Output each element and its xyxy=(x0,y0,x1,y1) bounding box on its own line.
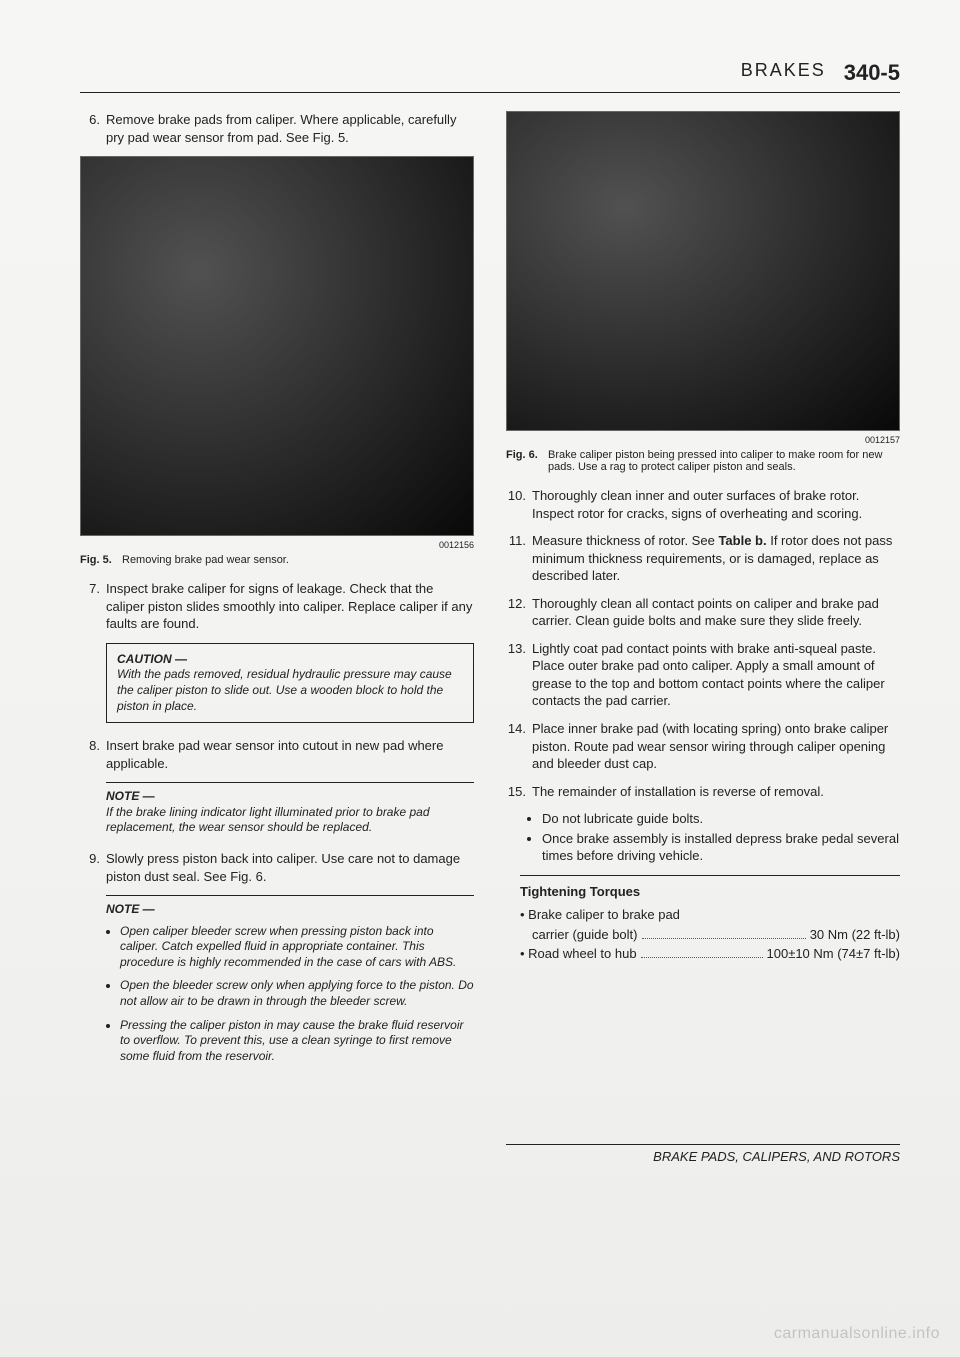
torque-item: • Road wheel to hub 100±10 Nm (74±7 ft-l… xyxy=(520,944,900,964)
caution-text: With the pads removed, residual hydrauli… xyxy=(117,667,452,712)
step-text: The remainder of installation is reverse… xyxy=(532,783,900,801)
figure-number: Fig. 6. xyxy=(506,449,548,473)
figure-5-caption: Fig. 5. Removing brake pad wear sensor. xyxy=(80,554,474,566)
caution-label: CAUTION — xyxy=(117,652,187,666)
note-list: Open caliper bleeder screw when pressing… xyxy=(106,924,474,1065)
page-header: BRAKES 340-5 xyxy=(80,60,900,93)
note-label: NOTE — xyxy=(106,902,155,916)
step-text: Insert brake pad wear sensor into cutout… xyxy=(106,737,474,772)
figure-6-photo xyxy=(506,111,900,431)
step-13: 13. Lightly coat pad contact points with… xyxy=(506,640,900,710)
figure-text: Brake caliper piston being pressed into … xyxy=(548,449,900,473)
step-number: 10. xyxy=(506,487,532,522)
figure-6-caption: Fig. 6. Brake caliper piston being press… xyxy=(506,449,900,473)
manual-page: BRAKES 340-5 6. Remove brake pads from c… xyxy=(0,0,960,1357)
step-15: 15. The remainder of installation is rev… xyxy=(506,783,900,801)
step-number: 12. xyxy=(506,595,532,630)
note-item: Pressing the caliper piston in may cause… xyxy=(120,1018,474,1065)
step-number: 15. xyxy=(506,783,532,801)
photo-id: 0012157 xyxy=(506,435,900,445)
step-12: 12. Thoroughly clean all contact points … xyxy=(506,595,900,630)
step-7: 7. Inspect brake caliper for signs of le… xyxy=(80,580,474,633)
step-text: Place inner brake pad (with locating spr… xyxy=(532,720,900,773)
watermark: carmanualsonline.info xyxy=(774,1325,940,1343)
step-6: 6. Remove brake pads from caliper. Where… xyxy=(80,111,474,146)
note-block-1: NOTE — If the brake lining indicator lig… xyxy=(106,782,474,836)
figure-5-photo xyxy=(80,156,474,536)
step-8: 8. Insert brake pad wear sensor into cut… xyxy=(80,737,474,772)
step-10: 10. Thoroughly clean inner and outer sur… xyxy=(506,487,900,522)
step-9: 9. Slowly press piston back into caliper… xyxy=(80,850,474,885)
step-number: 13. xyxy=(506,640,532,710)
dot-leader xyxy=(641,957,763,958)
torque-title: Tightening Torques xyxy=(520,882,900,902)
tightening-torques: Tightening Torques • Brake caliper to br… xyxy=(520,875,900,964)
photo-id: 0012156 xyxy=(80,540,474,550)
note-label: NOTE — xyxy=(106,789,155,803)
step-number: 8. xyxy=(80,737,106,772)
torque-value: 100±10 Nm (74±7 ft-lb) xyxy=(767,944,901,964)
section-footer: BRAKE PADS, CALIPERS, AND ROTORS xyxy=(506,1144,900,1164)
step-number: 14. xyxy=(506,720,532,773)
note-item: Open caliper bleeder screw when pressing… xyxy=(120,924,474,971)
header-page-code: 340-5 xyxy=(844,60,900,86)
bullet-item: Once brake assembly is installed depress… xyxy=(542,830,900,865)
torque-value: 30 Nm (22 ft-lb) xyxy=(810,925,900,945)
figure-number: Fig. 5. xyxy=(80,554,122,566)
two-column-layout: 6. Remove brake pads from caliper. Where… xyxy=(80,111,900,1164)
left-column: 6. Remove brake pads from caliper. Where… xyxy=(80,111,474,1164)
step-14: 14. Place inner brake pad (with locating… xyxy=(506,720,900,773)
torque-item: • Brake caliper to brake pad carrier (gu… xyxy=(520,905,900,944)
step-number: 6. xyxy=(80,111,106,146)
step-text: Measure thickness of rotor. See Table b.… xyxy=(532,532,900,585)
bullet-item: Do not lubricate guide bolts. xyxy=(542,810,900,828)
step-text: Slowly press piston back into caliper. U… xyxy=(106,850,474,885)
install-bullets: Do not lubricate guide bolts. Once brake… xyxy=(542,810,900,865)
table-ref: Table b. xyxy=(718,533,766,548)
right-column: 0012157 Fig. 6. Brake caliper piston bei… xyxy=(506,111,900,1164)
step-number: 9. xyxy=(80,850,106,885)
header-section: BRAKES xyxy=(741,60,826,86)
caution-box: CAUTION — With the pads removed, residua… xyxy=(106,643,474,723)
step-text: Inspect brake caliper for signs of leaka… xyxy=(106,580,474,633)
step-number: 11. xyxy=(506,532,532,585)
torque-line: carrier (guide bolt) 30 Nm (22 ft-lb) xyxy=(520,925,900,945)
step-text: Thoroughly clean inner and outer surface… xyxy=(532,487,900,522)
figure-text: Removing brake pad wear sensor. xyxy=(122,554,474,566)
step-11: 11. Measure thickness of rotor. See Tabl… xyxy=(506,532,900,585)
torque-label-line1: • Brake caliper to brake pad xyxy=(520,905,900,925)
dot-leader xyxy=(642,938,806,939)
note-text: If the brake lining indicator light illu… xyxy=(106,805,430,835)
note-item: Open the bleeder screw only when applyin… xyxy=(120,978,474,1009)
step-text: Thoroughly clean all contact points on c… xyxy=(532,595,900,630)
step-text: Remove brake pads from caliper. Where ap… xyxy=(106,111,474,146)
step-number: 7. xyxy=(80,580,106,633)
step-text-pre: Measure thickness of rotor. See xyxy=(532,533,718,548)
torque-label-line2: carrier (guide bolt) xyxy=(520,925,638,945)
torque-label: • Road wheel to hub xyxy=(520,944,637,964)
step-text: Lightly coat pad contact points with bra… xyxy=(532,640,900,710)
note-block-2: NOTE — Open caliper bleeder screw when p… xyxy=(106,895,474,1064)
